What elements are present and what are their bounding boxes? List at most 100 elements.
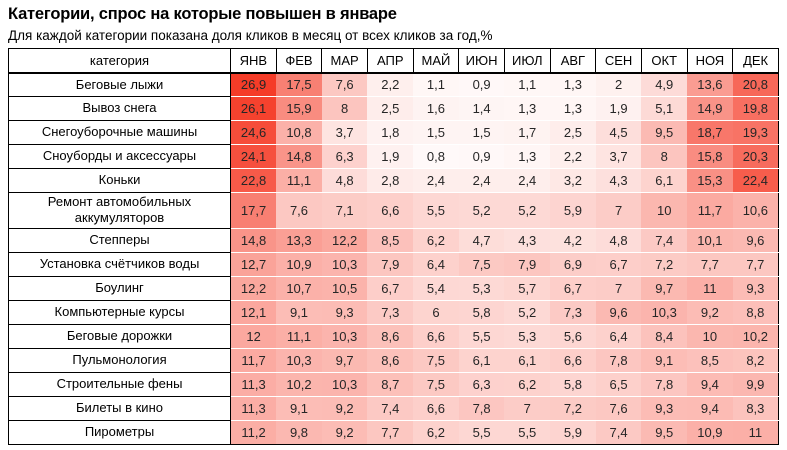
heatmap-cell: 20,8 [732, 72, 779, 97]
heatmap-cell: 7,6 [595, 395, 642, 420]
heatmap-cell: 7,9 [504, 251, 551, 276]
table-row: Коньки 22,8 11,1 4,8 2,8 2,4 2,4 2,4 3,2 4,3 6,1 15… [8, 168, 779, 193]
category-cell: Ремонт автомобильных аккумуляторов [8, 192, 231, 229]
heatmap-cell: 6,4 [413, 251, 459, 276]
heatmap-cell: 9,7 [641, 275, 688, 300]
heatmap-cell: 4,5 [595, 120, 642, 145]
heatmap-cell: 18,7 [687, 120, 733, 145]
heatmap-cell: 5,5 [458, 323, 505, 348]
heatmap-cell: 14,9 [687, 96, 733, 121]
heatmap-cell: 15,3 [687, 168, 733, 193]
heatmap-cell: 12,2 [230, 275, 277, 300]
heatmap-cell: 13,3 [276, 227, 322, 252]
heatmap-cell: 4,8 [595, 227, 642, 252]
heatmap-cell: 7,3 [367, 299, 414, 324]
heatmap-cell: 10,3 [276, 347, 322, 372]
heatmap-cell: 6,2 [504, 371, 551, 396]
heatmap-cell: 2,2 [367, 72, 414, 97]
heatmap-cell: 10 [687, 323, 733, 348]
heatmap-cell: 5,5 [504, 419, 551, 444]
table-row: Ремонт автомобильных аккумуляторов 17,7 7,… [8, 192, 779, 229]
heatmap-cell: 11,2 [230, 419, 277, 444]
heatmap-cell: 9,6 [595, 299, 642, 324]
heatmap-cell: 8,5 [367, 227, 414, 252]
heatmap-cell: 2,4 [504, 168, 551, 193]
month-column-header: АВГ [549, 48, 597, 74]
heatmap-cell: 22,4 [732, 168, 779, 193]
heatmap-cell: 5,2 [504, 192, 551, 228]
heatmap-cell: 1,5 [458, 120, 505, 145]
heatmap-cell: 1,5 [413, 120, 459, 145]
table-row: Пирометры 11,2 9,8 9,2 7,7 6,2 5,5 5,5 5,9 7,4 9,5… [8, 419, 779, 445]
heatmap-cell: 9,8 [276, 419, 322, 444]
table-row: Степперы 14,8 13,3 12,2 8,5 6,2 4,7 4,3 4,2 4,8 7,… [8, 227, 779, 253]
heatmap-cell: 10,1 [687, 227, 733, 252]
month-column-header: ДЕК [732, 48, 779, 74]
heatmap-cell: 7,5 [413, 347, 459, 372]
heatmap-cell: 6,7 [550, 275, 596, 300]
heatmap-cell: 8,4 [641, 323, 688, 348]
heatmap-cell: 9,3 [732, 275, 779, 300]
heatmap-cell: 9,5 [641, 419, 688, 444]
heatmap-cell: 6,2 [413, 227, 459, 252]
category-cell: Пирометры [8, 419, 231, 445]
heatmap-cell: 12 [230, 323, 277, 348]
heatmap-cell: 10,9 [687, 419, 733, 444]
heatmap-cell: 6,7 [595, 251, 642, 276]
heatmap-cell: 1,4 [458, 96, 505, 121]
heatmap-cell: 10,2 [276, 371, 322, 396]
heatmap-cell: 17,7 [230, 192, 277, 228]
heatmap-cell: 1,7 [504, 120, 551, 145]
category-cell: Билеты в кино [8, 395, 231, 421]
heatmap-cell: 7,5 [413, 371, 459, 396]
heatmap-cell: 6,2 [413, 419, 459, 444]
heatmap-cell: 6,6 [413, 323, 459, 348]
heatmap-cell: 14,8 [230, 227, 277, 252]
heatmap-cell: 9,4 [687, 395, 733, 420]
month-column-header: ИЮН [458, 48, 505, 74]
heatmap-cell: 4,2 [550, 227, 596, 252]
heatmap-cell: 7,8 [641, 371, 688, 396]
heatmap-cell: 2,8 [367, 168, 414, 193]
table-row: Снегоуборочные машины 24,6 10,8 3,7 1,8 1,5 1,… [8, 120, 779, 145]
heatmap-cell: 6,9 [550, 251, 596, 276]
heatmap-cell: 6,4 [595, 323, 642, 348]
table-row: Беговые дорожки 12 11,1 10,3 8,6 6,6 5,5 5,3 5,6… [8, 323, 779, 349]
heatmap-cell: 2 [595, 72, 642, 97]
heatmap-cell: 9,9 [732, 371, 779, 396]
heatmap-cell: 2,5 [367, 96, 414, 121]
heatmap-cell: 12,2 [321, 227, 368, 252]
heatmap-cell: 1,3 [504, 144, 551, 169]
heatmap-cell: 11,3 [230, 371, 277, 396]
heatmap-cell: 10,3 [321, 371, 368, 396]
heatmap-cell: 6,1 [641, 168, 688, 193]
heatmap-cell: 3,7 [595, 144, 642, 169]
heatmap-cell: 7,6 [321, 72, 368, 97]
category-cell: Беговые дорожки [8, 323, 231, 349]
heatmap-cell: 5,3 [458, 275, 505, 300]
heatmap-cell: 6,6 [413, 395, 459, 420]
heatmap-cell: 0,9 [458, 72, 505, 97]
heatmap-cell: 7,7 [687, 251, 733, 276]
heatmap-cell: 1,3 [550, 96, 596, 121]
heatmap-cell: 7,2 [550, 395, 596, 420]
heatmap-cell: 11 [732, 419, 779, 444]
month-column-header: МАЙ [412, 48, 460, 74]
heatmap-cell: 11 [687, 275, 733, 300]
heatmap-cell: 7,5 [458, 251, 505, 276]
table-row: Беговые лыжи 26,9 17,5 7,6 2,2 1,1 0,9 1,1 1,3 2 4… [8, 72, 779, 97]
heatmap-cell: 11,1 [276, 323, 322, 348]
heatmap-cell: 11,7 [230, 347, 277, 372]
category-column-header: категория [8, 48, 231, 74]
heatmap-cell: 4,8 [321, 168, 368, 193]
heatmap-cell: 1,6 [413, 96, 459, 121]
heatmap-cell: 7,4 [641, 227, 688, 252]
heatmap-cell: 9,2 [687, 299, 733, 324]
heatmap-cell: 7,8 [595, 347, 642, 372]
heatmap-cell: 15,8 [687, 144, 733, 169]
table-body: Беговые лыжи 26,9 17,5 7,6 2,2 1,1 0,9 1,1 1,3 2 4… [8, 72, 779, 445]
heatmap-cell: 14,8 [276, 144, 322, 169]
heatmap-cell: 5,8 [458, 299, 505, 324]
heatmap-cell: 7,7 [732, 251, 779, 276]
